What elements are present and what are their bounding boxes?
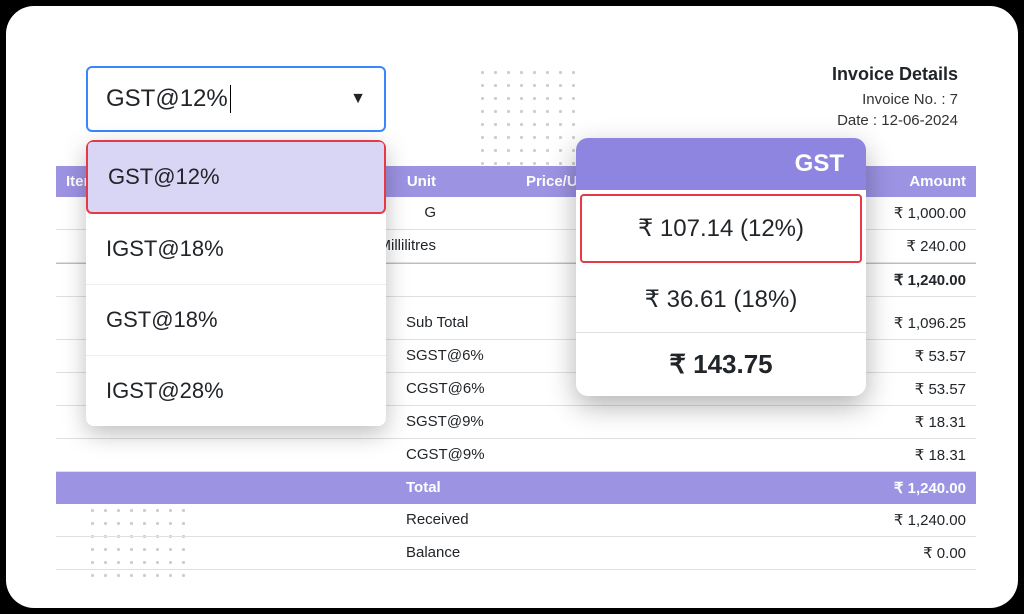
total-row: Total ₹ 1,240.00 [56,472,976,504]
gst-dropdown: GST@12% ▼ GST@12% IGST@18% GST@18% IGST@… [86,66,386,426]
gst-dropdown-value: GST@12% [106,85,228,112]
app-panel: Invoice Details Invoice No. : 7 Date : 1… [6,6,1018,608]
summary-row: CGST@9% ₹ 18.31 [56,439,976,472]
gst-dropdown-input[interactable]: GST@12% ▼ [86,66,386,132]
summary-label: CGST@9% [56,439,616,471]
gst-dropdown-list: GST@12% IGST@18% GST@18% IGST@28% [86,140,386,426]
gst-popup-line[interactable]: ₹ 36.61 (18%) [576,267,866,333]
invoice-details: Invoice Details Invoice No. : 7 Date : 1… [832,64,958,133]
balance-label: Balance [56,537,616,569]
received-value: ₹ 1,240.00 [616,504,976,536]
gst-popup-total: ₹ 143.75 [576,333,866,396]
gst-dropdown-option[interactable]: IGST@28% [86,356,386,426]
invoice-details-title: Invoice Details [832,64,958,85]
gst-dropdown-option[interactable]: IGST@18% [86,214,386,285]
gst-popup: GST ₹ 107.14 (12%) ₹ 36.61 (18%) ₹ 143.7… [576,138,866,396]
total-label: Total [56,472,616,504]
gst-popup-line-highlight[interactable]: ₹ 107.14 (12%) [580,194,862,263]
summary-value: ₹ 18.31 [616,439,976,471]
received-row: Received ₹ 1,240.00 [56,504,976,537]
invoice-number: Invoice No. : 7 [832,91,958,108]
summary-value: ₹ 18.31 [616,406,976,438]
received-label: Received [56,504,616,536]
total-value: ₹ 1,240.00 [616,472,976,504]
decorative-dots-top [476,66,576,166]
gst-dropdown-option[interactable]: GST@12% [86,140,386,214]
gst-popup-title: GST [576,138,866,190]
gst-dropdown-option[interactable]: GST@18% [86,285,386,356]
text-cursor [230,85,231,113]
chevron-down-icon[interactable]: ▼ [350,90,366,108]
balance-value: ₹ 0.00 [616,537,976,569]
invoice-date: Date : 12-06-2024 [832,112,958,129]
balance-row: Balance ₹ 0.00 [56,537,976,570]
